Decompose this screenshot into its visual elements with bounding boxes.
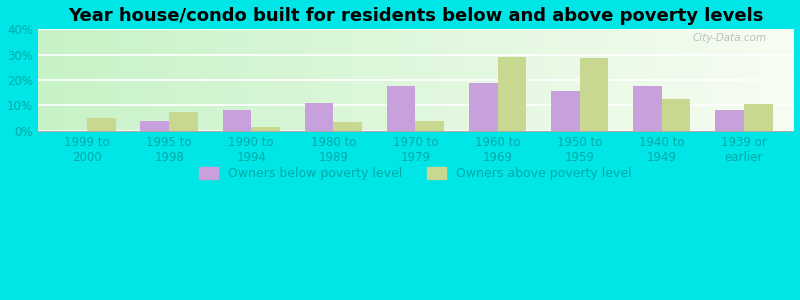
Bar <box>222 110 251 131</box>
Bar <box>87 118 116 131</box>
Bar <box>498 57 526 131</box>
Bar <box>305 103 334 131</box>
Bar <box>169 112 198 131</box>
Text: City-Data.com: City-Data.com <box>693 33 766 43</box>
Bar <box>662 99 690 131</box>
Bar <box>580 58 608 131</box>
Bar <box>551 92 580 131</box>
Bar <box>141 121 169 131</box>
Bar <box>251 127 280 131</box>
Bar <box>744 104 773 131</box>
Bar <box>715 110 744 131</box>
Bar <box>386 86 415 131</box>
Title: Year house/condo built for residents below and above poverty levels: Year house/condo built for residents bel… <box>68 7 763 25</box>
Bar <box>334 122 362 131</box>
Bar <box>469 82 498 131</box>
Bar <box>415 121 444 131</box>
Legend: Owners below poverty level, Owners above poverty level: Owners below poverty level, Owners above… <box>194 162 637 185</box>
Bar <box>633 86 662 131</box>
